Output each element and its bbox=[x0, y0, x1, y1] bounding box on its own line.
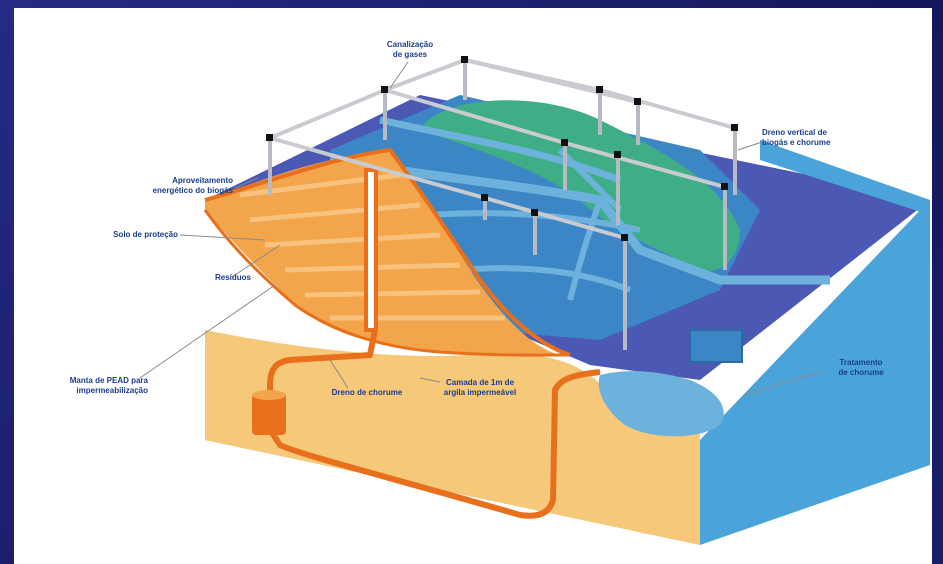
label-dreno-vertical: Dreno vertical de biogás e chorume bbox=[762, 128, 831, 147]
channel-2 bbox=[379, 116, 622, 184]
label-dreno-chorume: Dreno de chorume bbox=[331, 388, 403, 397]
label-canalizacao: Canalização de gases bbox=[386, 40, 434, 59]
label-tratamento: Tratamento de chorume bbox=[838, 358, 884, 377]
treatment-tank bbox=[689, 329, 743, 363]
pipe-joints bbox=[266, 56, 738, 241]
collection-well bbox=[252, 393, 286, 435]
collection-well-top bbox=[252, 390, 286, 400]
waste-stripes bbox=[239, 172, 505, 321]
block-right-face bbox=[700, 200, 930, 545]
label-solo: Solo de proteção bbox=[113, 230, 178, 239]
leachate-pipe-main bbox=[267, 329, 601, 519]
label-camada: Camada de 1m de argila impermeável bbox=[443, 378, 517, 397]
vertical-gas-drains bbox=[268, 60, 737, 350]
liner-curve bbox=[203, 209, 571, 357]
label-manta: Manta de PEAD para impermeabilização bbox=[69, 376, 148, 395]
central-drain-pipe bbox=[364, 168, 378, 332]
top-right-edge bbox=[760, 140, 930, 215]
protective-soil-rim bbox=[204, 147, 571, 357]
leader-lines bbox=[139, 61, 821, 396]
waste-layer bbox=[205, 150, 560, 355]
label-residuos: Resíduos bbox=[214, 273, 251, 282]
treatment-pond bbox=[598, 371, 724, 437]
channel-5 bbox=[567, 199, 603, 301]
channel-4 bbox=[459, 265, 632, 293]
label-aproveitamento: Aproveitamento energético do biogás bbox=[152, 176, 233, 195]
front-soil-profile bbox=[205, 330, 700, 545]
